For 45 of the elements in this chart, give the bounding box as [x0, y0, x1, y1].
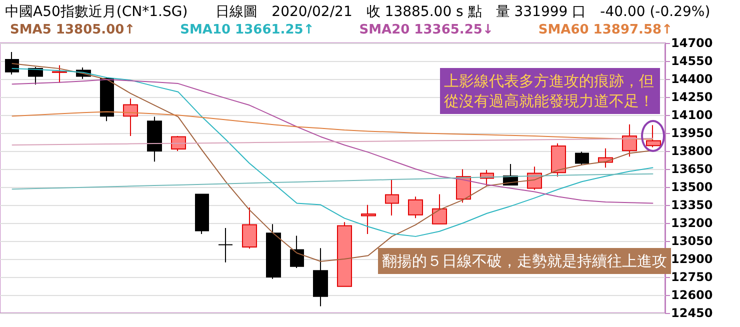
annotation: 上影線代表多方進攻的痕跡，但從沒有過高就能發現力道不足！ [444, 72, 654, 110]
annotation: 翻揚的５日線不破，走勢就是持續往上進攻 [382, 252, 667, 270]
candlestick [622, 124, 637, 158]
candlestick [337, 222, 352, 287]
text: SMA10 13661.25↑ [180, 22, 314, 38]
y-tick-label: 13650 [671, 162, 713, 176]
candlestick [123, 98, 138, 136]
y-tick-label: 13500 [671, 180, 713, 194]
candlestick [432, 194, 447, 224]
line-series [11, 68, 654, 237]
text: SMA20 13365.25↓ [359, 22, 494, 38]
y-tick-label: 13800 [671, 144, 713, 158]
y-tick-label: 12450 [671, 306, 713, 320]
y-tick-label: 12750 [671, 270, 713, 284]
candlestick [218, 228, 233, 263]
candlestick [195, 193, 209, 235]
candlestick [646, 124, 661, 148]
candlestick [171, 136, 186, 152]
candlestick [147, 116, 162, 162]
y-tick-label: 12900 [671, 252, 713, 266]
candlestick [361, 204, 376, 235]
y-tick-label: 14550 [671, 54, 713, 68]
y-tick-label: 12600 [671, 288, 713, 302]
candlestick [290, 235, 304, 268]
y-tick-label: 13200 [671, 216, 713, 230]
candlestick [266, 224, 281, 280]
chart-title: 中國A50指數近月(CN*1.SG) 日線圖 2020/02/21 收 13885.00 s 點 量 331999 口 -40.00 (-0.29%) [5, 4, 710, 20]
candlestick [408, 196, 423, 219]
y-tick-label: 14400 [671, 72, 713, 86]
y-tick-label: 13950 [671, 126, 713, 140]
candlestick [313, 248, 328, 307]
text: SMA5 13805.00↑ [10, 22, 136, 38]
y-tick-label: 13350 [671, 198, 713, 212]
candlestick [575, 151, 589, 166]
y-tick-label: 14250 [671, 90, 713, 104]
y-tick-label: 14100 [671, 108, 713, 122]
y-tick-label: 14700 [671, 36, 713, 50]
candlestick [551, 142, 566, 178]
text: SMA60 13897.58↑ [538, 22, 672, 38]
y-tick-label: 13050 [671, 234, 713, 248]
candlestick [100, 77, 114, 122]
candlestick [5, 52, 19, 76]
candlestick [242, 207, 257, 250]
line-series [11, 173, 654, 190]
candlestick [385, 179, 399, 216]
